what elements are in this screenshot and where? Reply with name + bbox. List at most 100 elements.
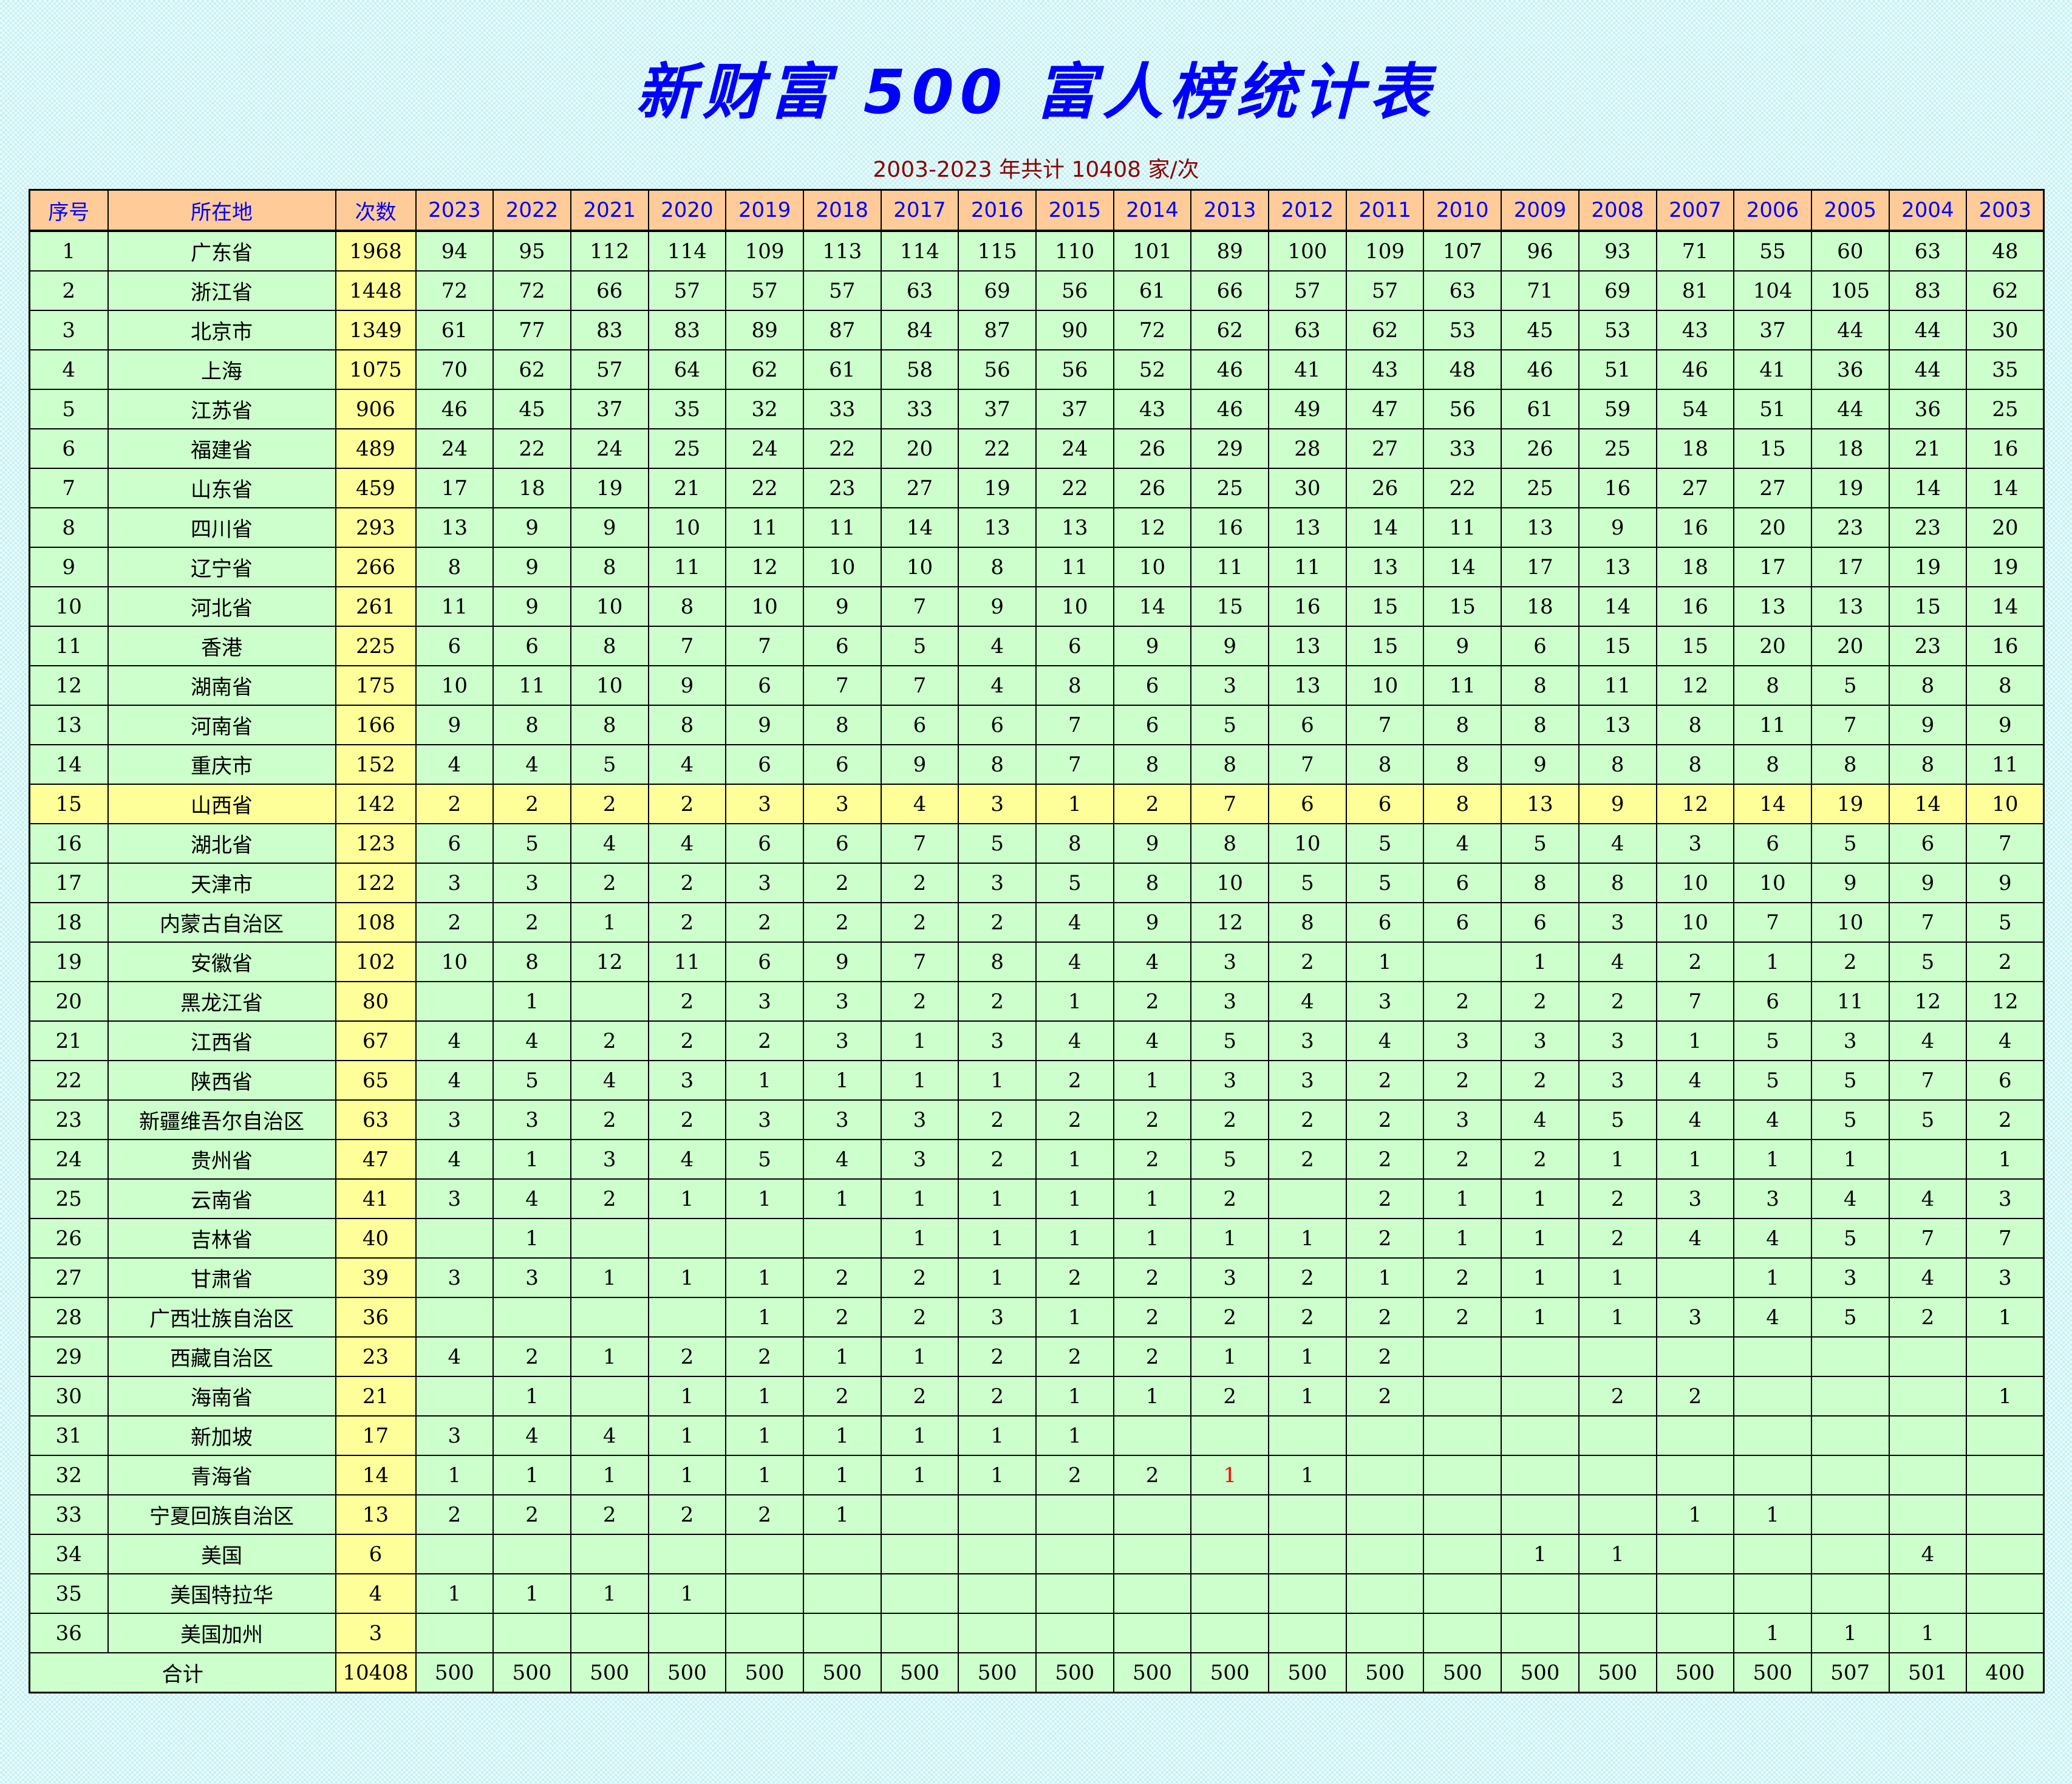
year-cell [1035, 1494, 1114, 1535]
year-cell: 4 [1733, 1297, 1812, 1338]
year-cell: 4 [1888, 1257, 1968, 1298]
year-cell: 16 [1578, 468, 1657, 508]
year-cell [1268, 1178, 1347, 1219]
location-cell: 广西壮族自治区 [107, 1297, 336, 1338]
year-cell: 11 [1268, 547, 1347, 587]
year-cell: 12 [1655, 665, 1735, 706]
year-cell: 1 [1035, 1415, 1114, 1456]
year-cell [1113, 1534, 1192, 1574]
year-cell [1810, 1573, 1890, 1614]
year-cell: 9 [647, 665, 727, 706]
location-cell: 香港 [107, 626, 336, 666]
total-year-cell: 500 [1423, 1652, 1502, 1693]
year-cell: 7 [1733, 902, 1812, 943]
year-cell: 2 [1190, 1376, 1270, 1417]
year-cell: 1 [725, 1455, 804, 1495]
year-cell: 13 [1035, 507, 1114, 548]
table-row: 23 新疆维吾尔自治区 63 3 3 2 2 3 3 3 2 2 2 2 2 2 3 4 5 4 4 5 5 2 [29, 1099, 2045, 1140]
year-cell: 10 [1113, 547, 1192, 587]
year-cell: 2 [1966, 1099, 2045, 1140]
year-cell: 48 [1966, 230, 2045, 272]
location-cell: 贵州省 [107, 1139, 336, 1180]
year-cell: 22 [958, 428, 1037, 469]
year-cell: 1 [1113, 1178, 1192, 1219]
year-cell: 2 [1345, 1178, 1425, 1219]
seq-cell: 20 [29, 981, 109, 1022]
year-cell: 8 [1888, 665, 1968, 706]
year-cell: 3 [725, 1099, 804, 1140]
year-cell: 10 [1655, 863, 1735, 903]
year-cell: 11 [415, 586, 494, 627]
year-cell: 18 [1810, 428, 1890, 469]
total-year-cell: 500 [1113, 1652, 1192, 1693]
year-cell: 71 [1501, 270, 1580, 311]
year-cell: 89 [725, 310, 804, 350]
year-cell: 26 [1501, 428, 1580, 469]
year-cell: 9 [880, 744, 959, 785]
year-cell [880, 1494, 959, 1535]
year-cell: 3 [958, 784, 1037, 824]
year-cell: 17 [1733, 547, 1812, 587]
year-cell: 1 [415, 1455, 494, 1495]
year-cell: 26 [1113, 428, 1192, 469]
year-cell: 37 [1035, 389, 1114, 429]
year-cell [492, 1297, 571, 1338]
year-cell: 4 [1733, 1099, 1812, 1140]
year-cell: 3 [1423, 1020, 1502, 1061]
year-cell: 8 [570, 547, 649, 587]
year-cell: 56 [958, 349, 1037, 390]
total-year-cell: 500 [1578, 1652, 1657, 1693]
year-cell [1810, 1494, 1890, 1535]
year-cell: 5 [570, 744, 649, 785]
seq-cell: 23 [29, 1099, 109, 1140]
year-cell [1113, 1415, 1192, 1456]
year-cell: 12 [570, 942, 649, 982]
year-cell: 22 [1035, 468, 1114, 508]
year-cell: 1 [492, 1376, 571, 1417]
year-cell [1888, 1376, 1968, 1417]
year-cell: 13 [1268, 507, 1347, 548]
seq-cell: 13 [29, 705, 109, 745]
year-cell: 4 [570, 1415, 649, 1456]
page-subtitle: 2003-2023 年共计 10408 家/次 [873, 157, 1199, 182]
year-cell: 5 [1966, 902, 2045, 943]
year-cell: 4 [1035, 902, 1114, 943]
year-cell: 1 [880, 1455, 959, 1495]
year-cell: 6 [725, 744, 804, 785]
table-row: 22 陕西省 65 4 5 4 3 1 1 1 1 2 1 3 3 2 2 2 3 4 5 5 7 6 [29, 1060, 2045, 1101]
year-cell: 2 [1035, 1099, 1114, 1140]
year-cell [1578, 1573, 1657, 1614]
header-year-2005: 2005 [1810, 189, 1890, 232]
seq-cell: 17 [29, 863, 109, 903]
location-cell: 宁夏回族自治区 [107, 1494, 336, 1535]
year-cell: 25 [1501, 468, 1580, 508]
year-cell: 11 [647, 547, 727, 587]
year-cell [1966, 1573, 2045, 1614]
year-cell: 2 [492, 902, 571, 943]
year-cell: 44 [1888, 349, 1968, 390]
year-cell: 81 [1655, 270, 1735, 311]
year-cell: 2 [570, 1494, 649, 1535]
year-cell: 22 [725, 468, 804, 508]
year-cell: 5 [1733, 1020, 1812, 1061]
year-cell: 2 [1345, 1139, 1425, 1180]
year-cell: 66 [1190, 270, 1270, 311]
year-cell: 9 [570, 507, 649, 548]
year-cell: 15 [1345, 626, 1425, 666]
table-row: 13 河南省 166 9 8 8 8 9 8 6 6 7 6 5 6 7 8 8 13 8 11 7 9 9 [29, 705, 2045, 745]
year-cell: 1 [570, 1455, 649, 1495]
year-cell: 9 [802, 586, 882, 627]
seq-cell: 26 [29, 1218, 109, 1259]
year-cell: 59 [1578, 389, 1657, 429]
year-cell: 6 [1966, 1060, 2045, 1101]
year-cell: 15 [1423, 586, 1502, 627]
year-cell [415, 1613, 494, 1653]
year-cell: 6 [415, 823, 494, 864]
year-cell: 8 [1190, 823, 1270, 864]
year-cell [1810, 1336, 1890, 1377]
year-cell: 25 [1966, 389, 2045, 429]
year-cell: 10 [570, 586, 649, 627]
header-year-2010: 2010 [1423, 189, 1502, 232]
year-cell: 2 [1035, 1455, 1114, 1495]
year-cell: 1 [958, 1178, 1037, 1219]
